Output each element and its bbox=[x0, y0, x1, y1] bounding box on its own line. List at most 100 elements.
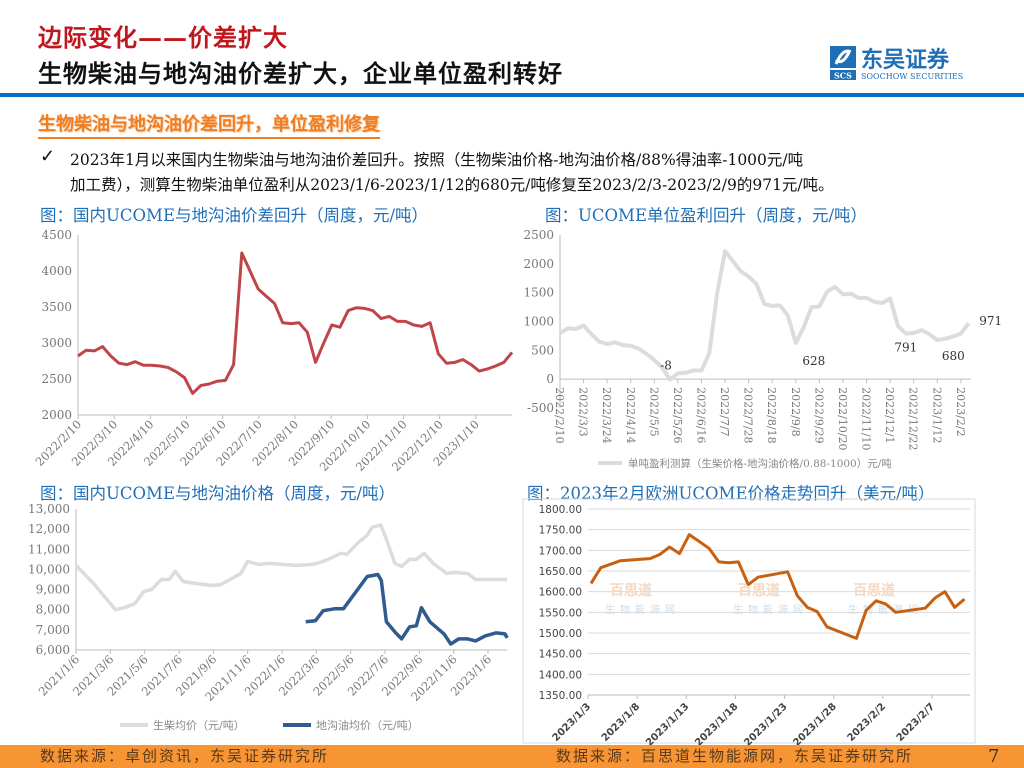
company-logo: SCS 东吴证券 SOOCHOW SECURITIES bbox=[828, 44, 978, 84]
page-number: 7 bbox=[988, 746, 1000, 767]
section-title: 边际变化——价差扩大 bbox=[38, 23, 288, 52]
chart2-title: 图：UCOME单位盈利回升（周度，元/吨） bbox=[545, 206, 868, 225]
y-tick-label: 6,000 bbox=[36, 643, 70, 657]
y-tick-label: 3000 bbox=[41, 336, 72, 350]
spread-series-line bbox=[77, 251, 514, 395]
x-tick-label: 2023/1/8 bbox=[600, 701, 642, 743]
x-tick-label: 2022/9/8 bbox=[789, 387, 802, 436]
y-tick-label: 2500 bbox=[523, 228, 554, 242]
y-tick-label: 2000 bbox=[523, 257, 554, 271]
x-tick-label: 2023/1/13 bbox=[644, 701, 691, 745]
y-tick-label: 11,000 bbox=[28, 542, 70, 556]
y-tick-label: 0 bbox=[546, 372, 554, 386]
y-tick-label: 1700.00 bbox=[539, 545, 582, 557]
y-tick-label: 10,000 bbox=[28, 562, 70, 576]
x-tick-label: 2022/3/3 bbox=[577, 387, 590, 436]
x-tick-label: 2023/1/12 bbox=[930, 387, 943, 443]
biodiesel-price-series-line bbox=[74, 523, 508, 612]
section-subheading: 生物柴油与地沟油价差回升，单位盈利修复 bbox=[38, 110, 380, 139]
y-tick-label: 13,000 bbox=[28, 502, 70, 516]
europe-ucome-series-line bbox=[589, 533, 966, 640]
x-tick-label: 2023/1/18 bbox=[693, 701, 740, 745]
legend-gutter-oil-label: 地沟油均价（元/吨） bbox=[316, 718, 419, 732]
logo-text: 东吴证券 bbox=[861, 47, 950, 73]
unit-profit-series-line bbox=[558, 249, 971, 382]
x-tick-label: 2023/1/23 bbox=[742, 701, 789, 745]
x-tick-label: 2022/2/10 bbox=[553, 387, 566, 443]
check-icon: ✓ bbox=[40, 146, 56, 167]
x-tick-label: 2022/3/24 bbox=[600, 387, 613, 443]
logo-mark-icon: SCS 东吴证券 SOOCHOW SECURITIES bbox=[830, 46, 963, 81]
x-tick-label: 2022/7/28 bbox=[742, 387, 755, 443]
watermark-text: 生物能源网 bbox=[605, 603, 680, 616]
y-tick-label: 1750.00 bbox=[539, 525, 582, 537]
x-tick-label: 2022/7/7 bbox=[718, 387, 731, 436]
y-tick-label: 1500.00 bbox=[539, 628, 582, 640]
y-tick-label: 9,000 bbox=[36, 583, 70, 597]
chart3-title: 图：国内UCOME与地沟油价格（周度，元/吨） bbox=[40, 484, 396, 503]
x-tick-label: 2023/1/3 bbox=[551, 701, 593, 743]
y-tick-label: -500 bbox=[527, 401, 554, 415]
data-label: 791 bbox=[894, 341, 917, 355]
y-tick-label: 500 bbox=[531, 343, 554, 357]
y-tick-label: 1800.00 bbox=[539, 504, 582, 516]
x-tick-label: 2022/10/20 bbox=[836, 387, 849, 450]
bullet-text-line-1: 2023年1月以来国内生物柴油与地沟油价差回升。按照（生物柴油价格-地沟油价格/… bbox=[70, 151, 804, 169]
data-label: 971 bbox=[979, 314, 1002, 328]
x-tick-label: 2023/2/2 bbox=[954, 387, 967, 436]
header-divider bbox=[0, 93, 1024, 97]
x-tick-label: 2023/2/7 bbox=[895, 701, 937, 743]
legend-biodiesel-label: 生柴均价（元/吨） bbox=[153, 718, 245, 732]
chart4-title: 图：2023年2月欧洲UCOME价格走势回升（美元/吨） bbox=[527, 484, 935, 503]
data-label: 680 bbox=[942, 349, 965, 363]
y-tick-label: 1450.00 bbox=[539, 649, 582, 661]
y-tick-label: 1600.00 bbox=[539, 587, 582, 599]
watermark-logo: 百思道 bbox=[738, 582, 780, 599]
x-tick-label: 2022/6/16 bbox=[694, 387, 707, 443]
y-tick-label: 3500 bbox=[41, 300, 72, 314]
watermark-logo: 百思道 bbox=[853, 582, 895, 599]
y-tick-label: 1550.00 bbox=[539, 607, 582, 619]
logo-mark: SCS bbox=[834, 71, 852, 81]
x-tick-label: 2022/12/1 bbox=[883, 387, 896, 443]
y-tick-label: 4000 bbox=[41, 264, 72, 278]
unit-profit-chart: -500 0 500 1000 1500 2000 2500 2022/2/10 2022/3/… bbox=[523, 228, 1002, 470]
x-tick-label: 2022/8/18 bbox=[765, 387, 778, 443]
price-chart: 6,000 7,000 8,000 9,000 10,000 11,000 12,000 13… bbox=[28, 502, 509, 732]
y-tick-label: 1650.00 bbox=[539, 566, 582, 578]
logo-subtext: SOOCHOW SECURITIES bbox=[861, 72, 963, 81]
y-tick-label: 12,000 bbox=[28, 522, 70, 536]
x-tick-label: 2022/4/14 bbox=[624, 387, 637, 443]
x-tick-label: 2023/1/28 bbox=[791, 701, 838, 745]
footer-bar bbox=[0, 745, 1024, 768]
page-title: 生物柴油与地沟油价差扩大，企业单位盈利转好 bbox=[38, 59, 563, 88]
x-tick-label: 2022/5/5 bbox=[647, 387, 660, 436]
legend-label: 单吨盈利测算（生柴价格-地沟油价格/0.88-1000）元/吨 bbox=[628, 457, 892, 470]
chart1-title: 图：国内UCOME与地沟油价差回升（周度，元/吨） bbox=[40, 206, 429, 225]
watermark-logo: 百思道 bbox=[610, 582, 652, 599]
y-tick-label: 2500 bbox=[41, 372, 72, 386]
source-right: 数据来源：百思道生物能源网，东吴证券研究所 bbox=[556, 747, 914, 765]
x-tick-label: 2022/5/26 bbox=[671, 387, 684, 443]
y-tick-label: 8,000 bbox=[36, 603, 70, 617]
x-tick-label: 2022/12/22 bbox=[907, 387, 920, 450]
y-tick-label: 1500 bbox=[523, 286, 554, 300]
x-tick-label: 2023/2/2 bbox=[846, 701, 888, 743]
y-tick-label: 1400.00 bbox=[539, 669, 582, 681]
europe-ucome-chart: 1350.00 1400.00 1450.00 1500.00 1550.00 1600.… bbox=[522, 498, 976, 745]
x-tick-label: 2022/11/10 bbox=[860, 387, 873, 450]
watermark-text: 生物能源网 bbox=[733, 603, 808, 616]
y-tick-label: 4500 bbox=[41, 228, 72, 242]
x-tick-label: 2022/9/29 bbox=[812, 387, 825, 443]
bullet-text-line-2: 加工费），测算生物柴油单位盈利从2023/1/6-2023/1/12的680元/… bbox=[70, 176, 834, 194]
y-tick-label: 2000 bbox=[41, 408, 72, 422]
chart-border bbox=[522, 498, 976, 744]
data-label: -8 bbox=[660, 359, 672, 373]
source-left: 数据来源：卓创资讯，东吴证券研究所 bbox=[40, 747, 330, 765]
spread-chart: 2000250030003500400045002022/2/102022/3/… bbox=[33, 228, 514, 474]
y-tick-label: 7,000 bbox=[36, 623, 70, 637]
y-tick-label: 1350.00 bbox=[539, 690, 582, 702]
data-label: 628 bbox=[802, 354, 825, 368]
gutter-oil-price-series-line bbox=[305, 572, 509, 646]
y-tick-label: 1000 bbox=[523, 315, 554, 329]
